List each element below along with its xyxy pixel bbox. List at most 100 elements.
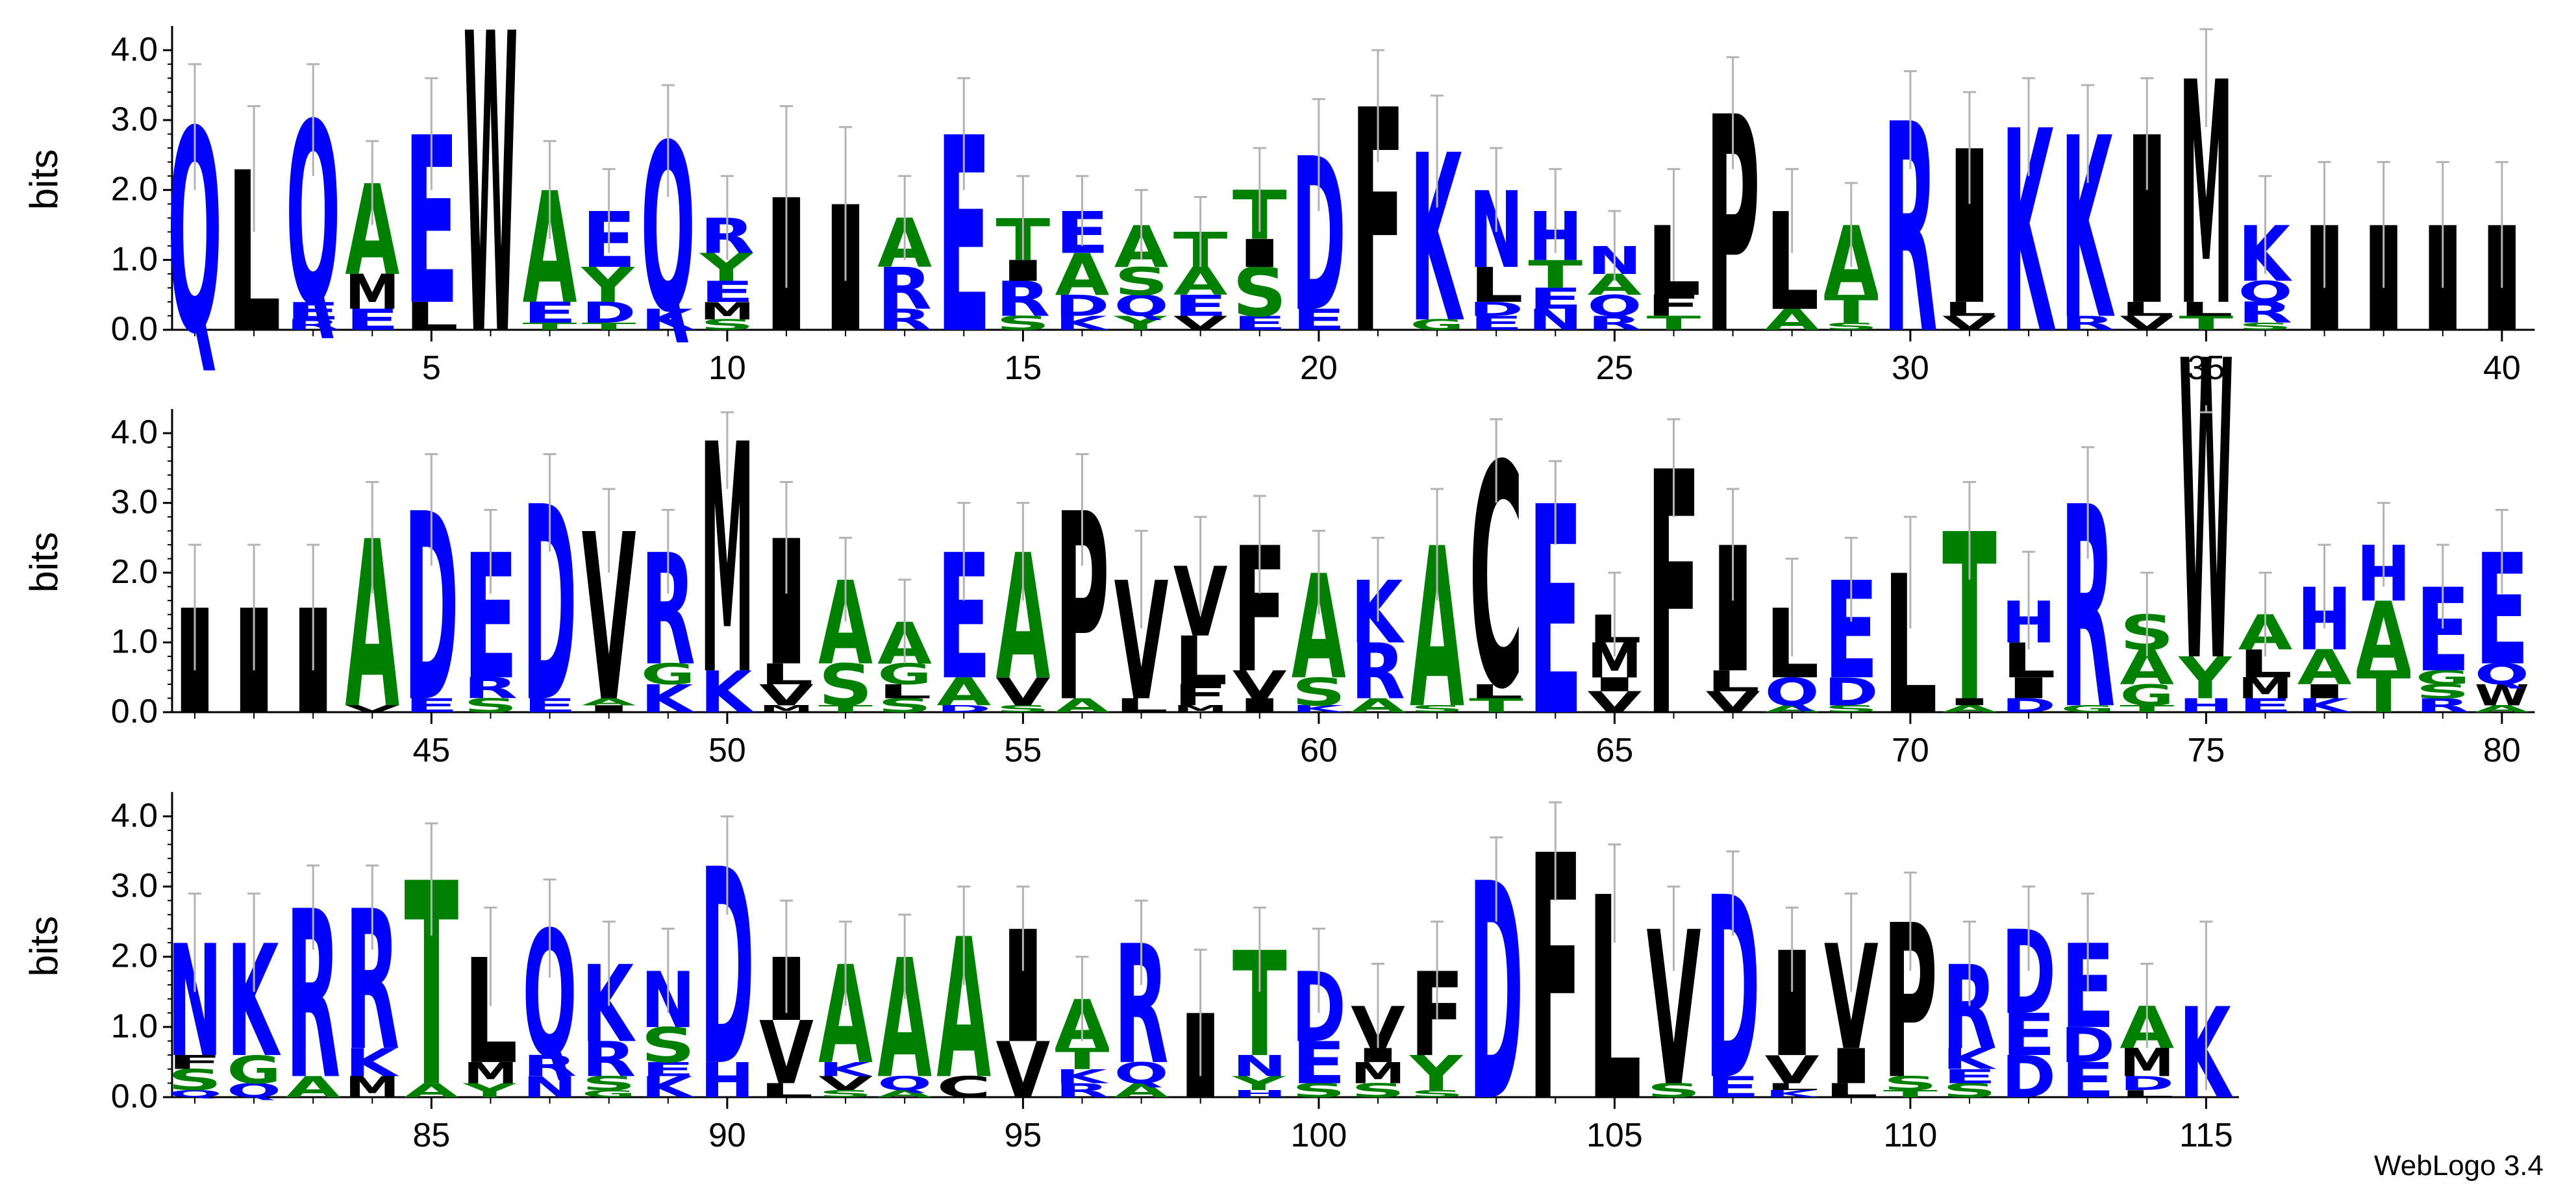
logo-column-84: MKR bbox=[345, 864, 399, 1104]
logo-letter-S: S bbox=[1824, 703, 1879, 714]
logo-column-104: F bbox=[1528, 784, 1582, 1176]
logo-letter-Y: Y bbox=[2178, 645, 2232, 712]
logo-column-64: E bbox=[1528, 447, 1582, 780]
logo-letter-L: L bbox=[877, 681, 932, 703]
x-tick-label: 90 bbox=[708, 1117, 746, 1154]
logo-letter-L: L bbox=[2179, 299, 2233, 321]
logo-letter-T: T bbox=[818, 703, 873, 714]
logo-letter-V: V bbox=[345, 703, 399, 714]
logo-letter-A: A bbox=[2475, 703, 2529, 714]
logo-letter-R: R bbox=[877, 256, 932, 323]
logo-letter-C: C bbox=[936, 1071, 991, 1104]
logo-letter-K: K bbox=[1292, 703, 1346, 714]
y-axis-label: bits bbox=[22, 149, 66, 210]
logo-letter-I: I bbox=[1942, 697, 1997, 708]
logo-letter-A: A bbox=[1765, 703, 1819, 714]
logo-column-73: GR bbox=[2060, 446, 2115, 771]
y-tick-label: 1.0 bbox=[111, 623, 158, 661]
logo-column-2: L bbox=[227, 105, 281, 382]
logo-column-102: SYF bbox=[1409, 921, 1464, 1104]
y-tick-label: 1.0 bbox=[111, 240, 158, 278]
logo-letter-E: E bbox=[700, 275, 755, 309]
x-tick-label: 10 bbox=[708, 349, 746, 387]
logo-letter-V: V bbox=[759, 1002, 814, 1104]
logo-letter-S: S bbox=[582, 1072, 636, 1095]
logo-letter-Q: Q bbox=[168, 1088, 222, 1099]
logo-letter-Y: Y bbox=[1409, 1046, 1464, 1102]
logo-column-60: KSA bbox=[1292, 530, 1346, 719]
logo-letter-E: E bbox=[641, 1058, 695, 1081]
logo-letter-E: E bbox=[2001, 1002, 2056, 1069]
logo-letter-D: D bbox=[2001, 695, 2056, 717]
logo-letter-A: A bbox=[1351, 695, 1405, 717]
logo-letter-Q: Q bbox=[1587, 290, 1642, 323]
logo-column-59: IVF bbox=[1232, 495, 1287, 719]
logo-letter-L: L bbox=[2120, 299, 2174, 321]
logo-column-106: SV bbox=[1647, 886, 1701, 1134]
logo-letter-D: D bbox=[2060, 1017, 2115, 1073]
logo-letter-E: E bbox=[1942, 1065, 1997, 1088]
logo-column-69: SDE bbox=[1824, 536, 1879, 719]
logo-column-5: LE bbox=[404, 77, 458, 356]
logo-letter-L: L bbox=[2120, 1088, 2174, 1099]
logo-letter-A: A bbox=[2297, 640, 2352, 696]
logo-letter-F: F bbox=[1173, 678, 1228, 712]
logo-letter-R: R bbox=[582, 1032, 636, 1087]
logo-column-14: E bbox=[936, 77, 991, 393]
logo-column-3: REQ bbox=[286, 63, 340, 362]
x-tick-label: 15 bbox=[1004, 349, 1042, 387]
logo-column-29: STA bbox=[1824, 182, 1879, 336]
logo-letter-F: F bbox=[1647, 289, 1701, 323]
logo-letter-D: D bbox=[582, 297, 636, 330]
logo-column-32: K bbox=[2001, 73, 2056, 396]
logo-letter-M: M bbox=[759, 704, 814, 715]
logo-column-21: F bbox=[1351, 46, 1405, 403]
logo-letter-S: S bbox=[1410, 703, 1464, 714]
logo-letter-D: D bbox=[2001, 1045, 2056, 1111]
logo-column-85: AT bbox=[404, 822, 459, 1149]
logo-letter-S: S bbox=[641, 1018, 695, 1074]
logo-letter-Y: Y bbox=[462, 1080, 516, 1102]
logo-column-35: TLM bbox=[2179, 17, 2233, 374]
logo-column-20: ED bbox=[1292, 98, 1346, 359]
x-tick-label: 50 bbox=[708, 732, 746, 769]
logo-column-1: Q bbox=[168, 63, 222, 396]
logo-letter-E: E bbox=[286, 297, 340, 325]
logo-letter-S: S bbox=[877, 695, 932, 717]
y-tick-label: 2.0 bbox=[111, 171, 158, 208]
logo-column-56: AP bbox=[1055, 452, 1109, 759]
logo-column-75: HYW bbox=[2178, 277, 2233, 754]
logo-column-63: TLC bbox=[1469, 401, 1523, 756]
logo-column-112: DED bbox=[2001, 886, 2056, 1111]
logo-column-109: LIV bbox=[1824, 892, 1879, 1104]
logo-letter-G: G bbox=[2060, 703, 2115, 714]
logo-letter-G: G bbox=[227, 1048, 281, 1093]
logo-letter-Q: Q bbox=[1114, 290, 1169, 323]
logo-column-115: K bbox=[2179, 921, 2233, 1127]
logo-letter-T: T bbox=[2120, 703, 2174, 714]
logo-letter-S: S bbox=[168, 1063, 222, 1097]
logo-column-100: SED bbox=[1292, 927, 1346, 1104]
logo-letter-R: R bbox=[2416, 695, 2470, 717]
logo-letter-E: E bbox=[1528, 282, 1582, 316]
logo-letter-K: K bbox=[641, 676, 695, 721]
x-tick-label: 70 bbox=[1892, 732, 1929, 769]
x-tick-label: 30 bbox=[1892, 349, 1929, 387]
x-tick-label: 100 bbox=[1291, 1117, 1347, 1154]
logo-letter-K: K bbox=[2297, 695, 2352, 717]
logo-column-45: ED bbox=[404, 452, 458, 760]
logo-letter-T: T bbox=[582, 321, 636, 332]
